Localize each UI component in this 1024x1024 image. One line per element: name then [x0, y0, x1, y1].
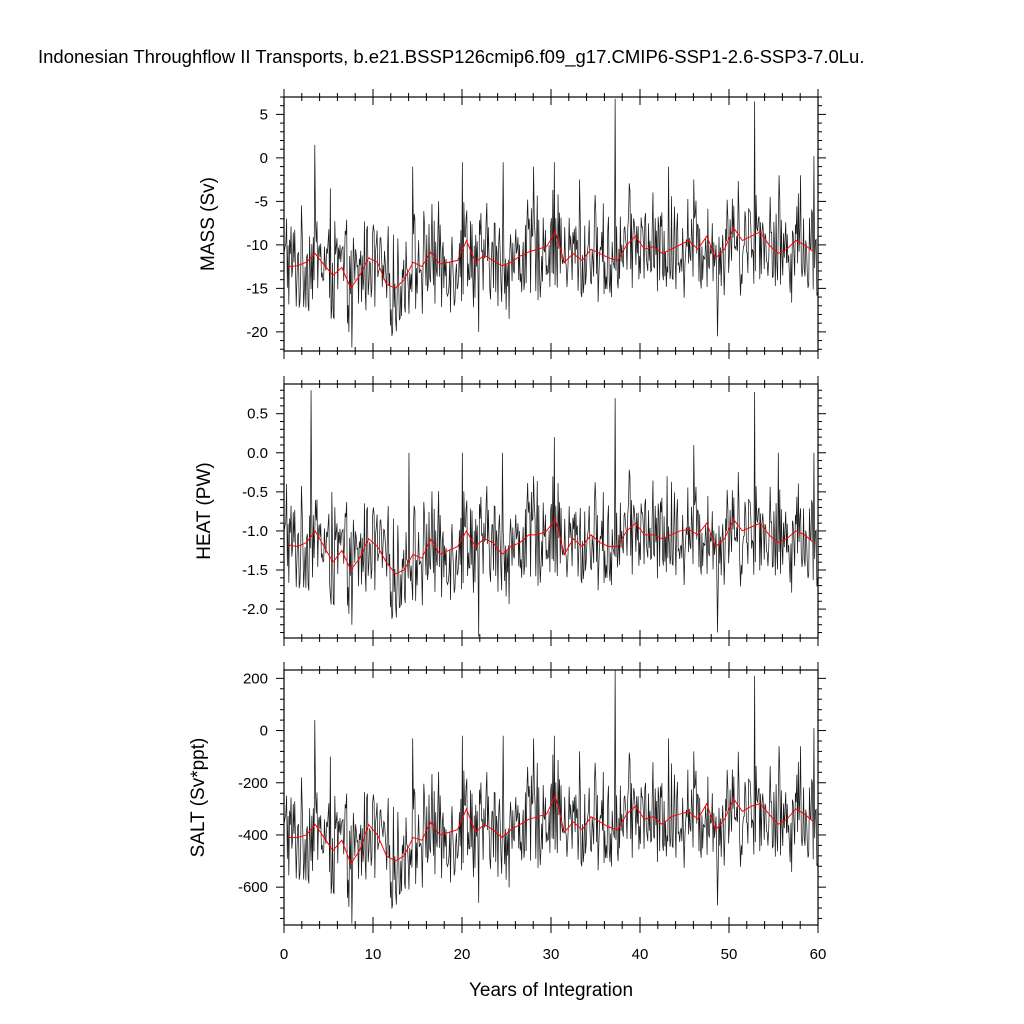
- xtick-label: 50: [721, 946, 738, 963]
- panel-3-ytick-label: 0: [260, 723, 268, 740]
- xlabel: Years of Integration: [469, 980, 633, 1001]
- panel-3-ytick-label: -200: [238, 775, 268, 792]
- panel-2-monthly-series-line: [283, 390, 819, 637]
- panel-3-ytick-label: -400: [238, 827, 268, 844]
- panel-3-annual-mean-line: [288, 794, 814, 865]
- panel-2-annual-mean-line: [288, 518, 814, 575]
- xtick-label: 10: [365, 946, 382, 963]
- xtick-label: 60: [810, 946, 827, 963]
- panel-1-ytick-label: 0: [260, 150, 268, 167]
- panel-1-ytick-label: 5: [260, 106, 268, 123]
- xtick-label: 40: [632, 946, 649, 963]
- panel-1-ylabel: MASS (Sv): [198, 177, 219, 271]
- panel-1-ytick-label: -15: [246, 280, 268, 297]
- panel-3-ytick-label: -600: [238, 879, 268, 896]
- panel-2-ytick-label: -1.0: [242, 523, 268, 540]
- panel-2-ytick-label: -0.5: [242, 484, 268, 501]
- panel-1-ytick-label: -10: [246, 237, 268, 254]
- panel-2-ylabel: HEAT (PW): [194, 462, 215, 559]
- panel-3-ytick-label: 200: [243, 670, 268, 687]
- panel-1-ytick-label: -5: [255, 193, 268, 210]
- panel-3-ylabel: SALT (Sv*ppt): [188, 738, 209, 858]
- xtick-label: 0: [280, 946, 288, 963]
- figure-title: Indonesian Throughflow II Transports, b.…: [0, 46, 1024, 70]
- figure-title-text: Indonesian Throughflow II Transports, b.…: [38, 46, 865, 67]
- xtick-label: 20: [454, 946, 471, 963]
- panel-2-ytick-label: 0.0: [247, 445, 268, 462]
- panel-3-monthly-series-line: [283, 670, 818, 924]
- panel-2-ytick-label: -1.5: [242, 562, 268, 579]
- panel-2-ytick-label: -2.0: [242, 601, 268, 618]
- panel-2-ytick-label: 0.5: [247, 406, 268, 423]
- xtick-label: 30: [543, 946, 560, 963]
- panel-1-annual-mean-line: [288, 226, 814, 290]
- panel-1-ytick-label: -20: [246, 324, 268, 341]
- panel-1-monthly-series-line: [283, 98, 818, 348]
